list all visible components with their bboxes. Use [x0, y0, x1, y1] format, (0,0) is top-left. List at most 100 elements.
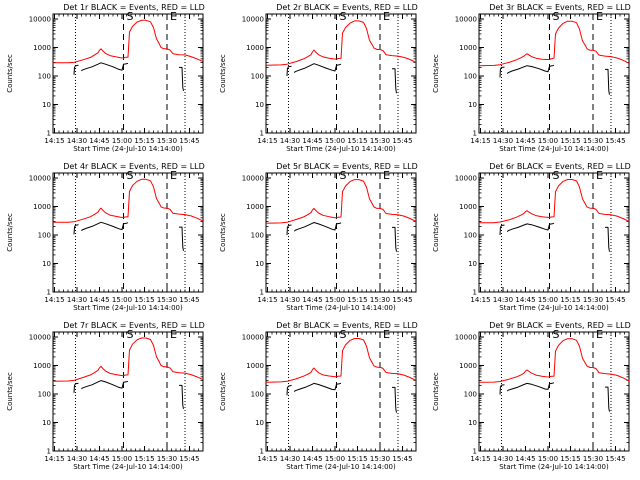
x-tick-label: 15:45: [605, 296, 625, 304]
plot-data: [53, 337, 203, 409]
y-tick-label: 10000: [455, 334, 477, 342]
events-series-line: [286, 224, 292, 236]
x-tick-label: 15:15: [347, 137, 367, 145]
events-series-line: [605, 226, 610, 252]
x-tick-label: 15:00: [538, 296, 558, 304]
panel-title: Det 9r BLACK = Events, RED = LLD: [489, 321, 631, 330]
x-tick-label: 14:30: [280, 296, 300, 304]
y-tick-label: 1: [47, 289, 51, 297]
panel-title: Det 5r BLACK = Events, RED = LLD: [276, 162, 418, 171]
y-axis-label: Counts/sec: [6, 213, 14, 252]
lld-series-line: [53, 337, 203, 382]
events-series-line: [73, 224, 79, 235]
panel-det-4: Det 4r BLACK = Events, RED = LLD 1 10 100 10…: [6, 162, 205, 312]
x-tick-label: 15:30: [583, 296, 603, 304]
events-series-line: [73, 382, 79, 393]
start-marker: S: [553, 328, 560, 341]
x-tick-label: 15:45: [179, 455, 199, 463]
events-series-line: [499, 384, 505, 395]
end-marker: E: [596, 328, 603, 341]
x-axis-label: Start Time (24-Jul-10 14:14:00): [73, 304, 183, 312]
x-tick-label: 15:45: [605, 137, 625, 145]
plot-data: [266, 338, 416, 413]
x-tick-label: 14:15: [257, 296, 277, 304]
panel-title: Det 7r BLACK = Events, RED = LLD: [63, 321, 205, 330]
end-marker: E: [596, 10, 603, 23]
events-series-line: [73, 64, 79, 75]
plot-data: [266, 179, 416, 252]
x-tick-label: 14:45: [515, 137, 535, 145]
x-axis-label: Start Time (24-Jul-10 14:14:00): [73, 463, 183, 471]
plot-frame: [478, 172, 630, 293]
y-tick-label: 100: [251, 391, 264, 399]
panel-det-1: Det 1r BLACK = Events, RED = LLD 1 10 100 10…: [6, 3, 205, 153]
y-tick-label: 1: [47, 448, 51, 456]
y-tick-label: 10: [255, 101, 264, 109]
end-marker: E: [170, 328, 177, 341]
y-tick-label: 100: [464, 232, 477, 240]
lld-series-line: [479, 338, 629, 383]
events-series-line: [499, 224, 505, 236]
events-series-line: [605, 68, 610, 95]
events-series-line: [179, 66, 184, 91]
x-tick-label: 15:00: [325, 455, 345, 463]
x-tick-label: 14:15: [44, 137, 64, 145]
plot-frame: [52, 172, 204, 293]
y-tick-label: 1000: [459, 203, 477, 211]
y-tick-label: 1: [260, 448, 264, 456]
y-tick-label: 10000: [455, 175, 477, 183]
events-series-line: [507, 222, 555, 232]
events-series-line: [81, 62, 129, 72]
x-tick-label: 15:30: [370, 137, 390, 145]
x-tick-label: 15:00: [325, 137, 345, 145]
y-tick-label: 10000: [455, 16, 477, 24]
y-axis-label: Counts/sec: [432, 213, 440, 252]
y-axis-label: Counts/sec: [219, 213, 227, 252]
x-tick-label: 14:45: [89, 296, 109, 304]
x-tick-label: 14:30: [67, 137, 87, 145]
x-tick-label: 15:15: [560, 137, 580, 145]
y-tick-label: 10: [255, 419, 264, 427]
x-tick-label: 15:30: [370, 455, 390, 463]
panel-title: Det 1r BLACK = Events, RED = LLD: [63, 3, 205, 12]
y-tick-label: 100: [38, 73, 51, 81]
events-series-line: [179, 226, 184, 251]
events-series-line: [507, 64, 555, 74]
x-tick-label: 15:30: [583, 455, 603, 463]
y-tick-label: 1000: [33, 362, 51, 370]
y-axis-label: Counts/sec: [432, 54, 440, 93]
y-tick-label: 10000: [242, 175, 264, 183]
y-tick-label: 100: [251, 232, 264, 240]
x-tick-label: 14:30: [493, 455, 513, 463]
lld-series-line: [479, 20, 629, 67]
y-tick-label: 10: [468, 419, 477, 427]
y-tick-label: 100: [38, 391, 51, 399]
x-tick-label: 15:30: [370, 296, 390, 304]
start-marker: S: [127, 328, 134, 341]
y-axis-label: Counts/sec: [432, 372, 440, 411]
y-tick-label: 1: [473, 289, 477, 297]
x-tick-label: 15:00: [538, 137, 558, 145]
y-axis-label: Counts/sec: [6, 372, 14, 411]
y-axis-label: Counts/sec: [6, 54, 14, 93]
y-tick-label: 10: [42, 101, 51, 109]
events-series-line: [81, 380, 129, 390]
lld-series-line: [53, 178, 203, 223]
x-tick-label: 15:45: [392, 296, 412, 304]
y-axis-label: Counts/sec: [219, 372, 227, 411]
x-tick-label: 14:15: [470, 137, 490, 145]
y-tick-label: 100: [464, 391, 477, 399]
x-axis-label: Start Time (24-Jul-10 14:14:00): [286, 463, 396, 471]
x-tick-label: 15:15: [134, 296, 154, 304]
x-axis-label: Start Time (24-Jul-10 14:14:00): [499, 304, 609, 312]
events-series-line: [499, 66, 505, 78]
events-series-line: [286, 384, 292, 396]
x-tick-label: 15:45: [179, 137, 199, 145]
x-tick-label: 15:45: [179, 296, 199, 304]
y-tick-label: 10: [468, 101, 477, 109]
x-tick-label: 15:15: [134, 455, 154, 463]
x-tick-label: 15:15: [560, 296, 580, 304]
x-tick-label: 14:15: [257, 455, 277, 463]
start-marker: S: [340, 328, 347, 341]
